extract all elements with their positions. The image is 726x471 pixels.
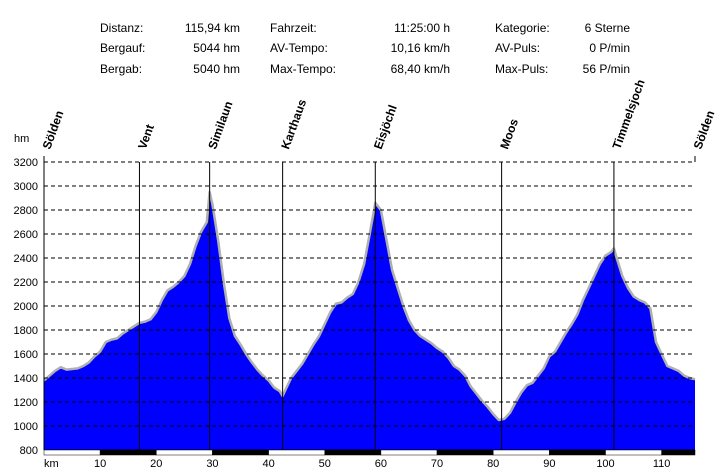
stat-value-distanz: 115,94 km [185, 21, 240, 35]
y-tick-label: 1200 [14, 397, 38, 409]
stat-value-max-tempo: 68,40 km/h [391, 62, 450, 76]
km-scale-segment [268, 449, 325, 456]
x-tick-label: 20 [150, 458, 162, 470]
x-tick-label: 40 [262, 458, 274, 470]
km-scale-segment [43, 449, 101, 456]
km-scale-segment [605, 449, 662, 456]
stat-value-max-puls: 56 P/min [583, 62, 630, 76]
km-scale-segment [380, 449, 438, 456]
stat-value-fahrzeit: 11:25:00 h [394, 21, 450, 35]
y-tick-label: 1400 [14, 373, 38, 385]
y-tick-label: 3000 [14, 181, 38, 193]
km-scale-segment [156, 449, 213, 456]
x-tick-label: 90 [543, 458, 555, 470]
km-scale-segment [549, 449, 606, 456]
waypoint-label: Karthaus [278, 97, 309, 151]
x-tick-label: 10 [94, 458, 106, 470]
y-tick-label: 2400 [14, 253, 38, 265]
km-scale-segment [324, 449, 382, 456]
stat-label-av-puls: AV-Puls: [495, 41, 540, 55]
x-tick-label: 100 [596, 458, 614, 470]
y-tick-label: 800 [20, 445, 38, 457]
y-tick-label: 1000 [14, 421, 38, 433]
stat-label-distanz: Distanz: [100, 21, 143, 35]
x-axis-label: km [44, 458, 59, 470]
y-axis-label: hm [14, 133, 29, 145]
km-scale-segment [99, 449, 157, 456]
elevation-area [43, 190, 696, 450]
stat-value-bergauf: 5044 hm [193, 41, 240, 55]
elevation-area-fill [44, 192, 695, 450]
stat-label-max-tempo: Max-Tempo: [270, 62, 336, 76]
x-tick-label: 30 [206, 458, 218, 470]
km-scale-segment [661, 449, 696, 456]
stat-label-bergab: Bergab: [100, 62, 142, 76]
x-tick-label: 50 [319, 458, 331, 470]
km-scale-segment [436, 449, 494, 456]
x-tick-label: 70 [431, 458, 443, 470]
stat-label-av-tempo: AV-Tempo: [270, 41, 328, 55]
waypoint-label: Timmelsjoch [610, 78, 648, 152]
y-tick-label: 2200 [14, 277, 38, 289]
waypoint-label: Sölden [691, 109, 718, 151]
stat-value-kategorie: 6 Sterne [585, 21, 631, 35]
y-tick-label: 2600 [14, 229, 38, 241]
stat-label-bergauf: Bergauf: [100, 41, 145, 55]
waypoint-label: Similaun [205, 99, 235, 151]
waypoint-label: Sölden [40, 109, 67, 151]
y-tick-label: 3200 [14, 157, 38, 169]
x-tick-label: 110 [653, 458, 671, 470]
x-tick-label: 60 [375, 458, 387, 470]
km-scale-segment [492, 449, 550, 456]
waypoint-label: Vent [135, 122, 157, 151]
stat-label-max-puls: Max-Puls: [495, 62, 548, 76]
grid [44, 161, 695, 427]
y-tick-label: 1600 [14, 349, 38, 361]
stat-value-av-puls: 0 P/min [589, 41, 630, 55]
x-tick-label: 80 [487, 458, 499, 470]
axes: 800 1000 1200 1400 1600 1800 2000 2200 2400 2600 2… [14, 157, 696, 470]
y-tick-label: 1800 [14, 325, 38, 337]
stat-label-kategorie: Kategorie: [495, 21, 550, 35]
stats-panel: Distanz: 115,94 km Bergauf: 5044 hm Berg… [100, 21, 630, 76]
stat-value-bergab: 5040 hm [193, 62, 240, 76]
elevation-outline [43, 190, 696, 422]
y-tick-label: 2800 [14, 205, 38, 217]
waypoint-label: Moos [497, 116, 521, 151]
stat-label-fahrzeit: Fahrzeit: [270, 21, 317, 35]
km-scale-segment [212, 449, 269, 456]
stat-value-av-tempo: 10,16 km/h [391, 41, 450, 55]
y-tick-label: 2000 [14, 301, 38, 313]
waypoint-label: Eisjöchl [371, 103, 400, 151]
